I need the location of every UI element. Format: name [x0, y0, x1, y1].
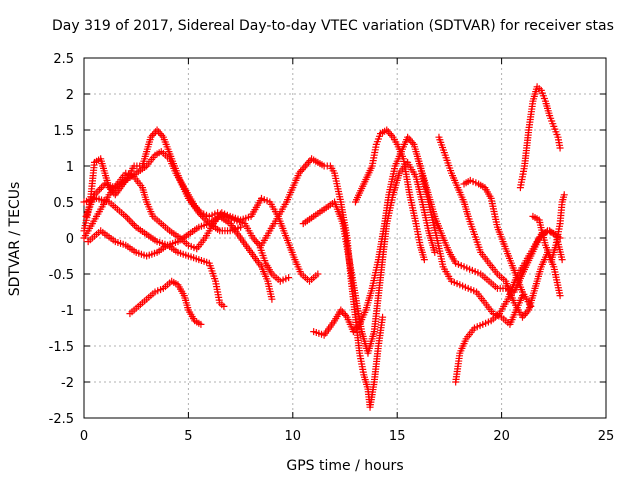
data-point-marker: [197, 320, 205, 328]
x-tick-label: 25: [598, 429, 615, 444]
data-point-marker: [300, 164, 308, 172]
data-point-marker: [124, 214, 131, 222]
series-track-6: [126, 277, 205, 328]
data-point-marker: [314, 270, 322, 278]
data-point-marker: [384, 128, 392, 136]
y-tick-label: 2: [66, 88, 74, 103]
data-point-marker: [96, 185, 104, 193]
data-point-marker: [407, 137, 415, 145]
data-point-marker: [527, 302, 535, 310]
data-point-marker: [420, 256, 428, 264]
data-point-marker: [127, 218, 135, 226]
data-point-marker: [97, 184, 105, 192]
data-point-marker: [379, 313, 387, 321]
data-point-marker: [150, 130, 158, 138]
series-track-13: [452, 227, 564, 386]
data-point-marker: [431, 248, 439, 256]
data-point-marker: [522, 310, 530, 318]
y-tick-label: -1.5: [49, 340, 74, 355]
x-tick-label: 10: [285, 429, 302, 444]
y-tick-label: 2.5: [53, 52, 74, 67]
y-tick-label: 0.5: [53, 196, 74, 211]
x-tick-label: 5: [184, 429, 192, 444]
data-point-marker: [155, 128, 163, 136]
series-track-8: [299, 158, 439, 357]
series-track-5: [82, 148, 293, 285]
data-point-marker: [130, 221, 138, 229]
data-point-marker: [303, 160, 311, 168]
data-point-marker: [556, 144, 564, 152]
y-tick-label: -0.5: [49, 268, 74, 283]
data-point-marker: [252, 238, 260, 246]
data-point-marker: [129, 220, 137, 228]
x-tick-label: 0: [80, 429, 88, 444]
data-layer: [80, 83, 568, 411]
y-tick-label: -2.5: [49, 412, 74, 427]
x-tick-label: 15: [389, 429, 406, 444]
series-track-14: [460, 176, 535, 310]
y-tick-label: -1: [61, 304, 74, 319]
data-point-marker: [560, 191, 568, 199]
data-point-marker: [220, 302, 228, 310]
y-tick-label: 1.5: [53, 124, 74, 139]
data-point-marker: [237, 223, 245, 231]
series-track-16: [529, 191, 568, 264]
data-point-marker: [285, 274, 293, 282]
y-tick-label: -2: [61, 376, 74, 391]
data-point-marker: [153, 126, 161, 134]
x-axis-title: GPS time / hours: [286, 458, 403, 474]
data-point-marker: [340, 310, 348, 318]
data-point-marker: [125, 216, 133, 224]
series-track-15: [516, 83, 564, 192]
data-point-marker: [558, 256, 566, 264]
data-point-marker: [556, 292, 564, 300]
series-track-4: [84, 212, 276, 303]
data-point-marker: [298, 166, 306, 174]
x-tick-label: 20: [493, 429, 510, 444]
series-track-3: [80, 169, 322, 285]
tick-layer: 0 5 10 15 20 25 -2.5 -2 -1.5 -1 -0.5 0 0.5 1 1.5 2 2.5: [49, 52, 615, 444]
chart-title: Day 319 of 2017, Sidereal Day-to-day VTE…: [52, 18, 614, 34]
data-point-marker: [268, 295, 276, 303]
y-tick-label: 1: [66, 160, 74, 175]
series-track-10: [351, 126, 428, 264]
y-axis-title: SDTVAR / TECUs: [7, 182, 23, 297]
y-tick-label: 0: [66, 232, 74, 247]
data-point-marker: [94, 187, 102, 195]
data-point-marker: [156, 130, 164, 138]
data-point-marker: [301, 162, 309, 170]
series-track-7: [257, 155, 387, 411]
